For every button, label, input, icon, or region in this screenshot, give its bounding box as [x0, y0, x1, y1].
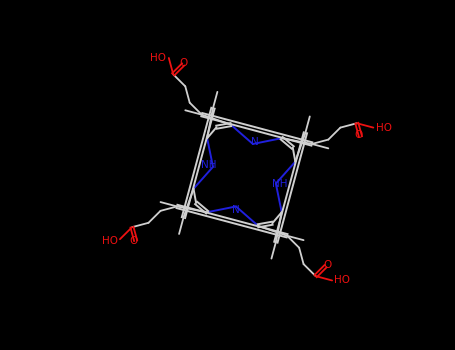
Text: O: O: [354, 130, 362, 140]
Text: NH: NH: [202, 160, 217, 169]
Text: O: O: [323, 260, 331, 270]
Text: O: O: [179, 58, 187, 68]
Text: HO: HO: [101, 236, 118, 246]
Text: HO: HO: [150, 53, 166, 63]
Text: N: N: [232, 204, 240, 215]
Text: O: O: [129, 236, 137, 246]
Text: N: N: [251, 138, 259, 147]
Text: HO: HO: [334, 275, 350, 286]
Text: HO: HO: [376, 122, 392, 133]
Text: NH: NH: [272, 178, 288, 189]
